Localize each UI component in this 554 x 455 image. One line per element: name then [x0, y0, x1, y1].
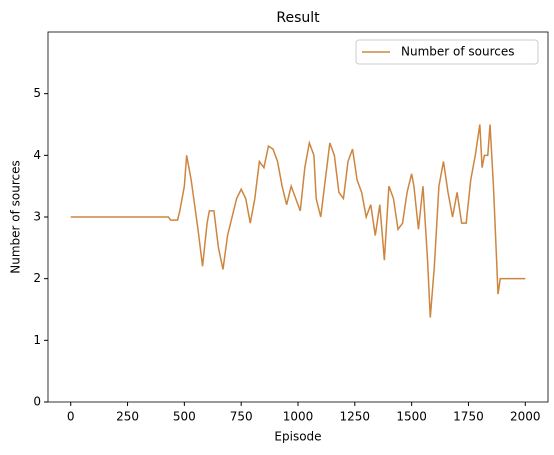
x-tick-label: 750 — [230, 410, 253, 424]
y-tick-label: 1 — [33, 333, 41, 347]
x-tick-label: 0 — [67, 410, 75, 424]
y-tick-label: 3 — [33, 210, 41, 224]
chart-title: Result — [276, 10, 320, 26]
legend — [355, 39, 539, 65]
y-tick-label: 5 — [33, 86, 41, 100]
x-tick-label: 1500 — [396, 410, 427, 424]
x-tick-label: 500 — [173, 410, 196, 424]
y-tick-label: 0 — [33, 395, 41, 409]
x-tick-label: 1250 — [340, 410, 371, 424]
x-axis-label: Episode — [274, 430, 321, 444]
y-tick-label: 2 — [33, 271, 41, 285]
legend-label: Number of sources — [401, 45, 515, 59]
line — [70, 124, 526, 318]
x-tick-label: 1000 — [283, 410, 314, 424]
x-tick-label: 250 — [116, 410, 139, 424]
x-tick-label: 1750 — [453, 410, 484, 424]
y-tick-label: 4 — [33, 148, 41, 162]
y-axis-label: Number of sources — [9, 160, 23, 274]
x-tick-label: 2000 — [510, 410, 541, 424]
plot-frame — [47, 31, 549, 403]
